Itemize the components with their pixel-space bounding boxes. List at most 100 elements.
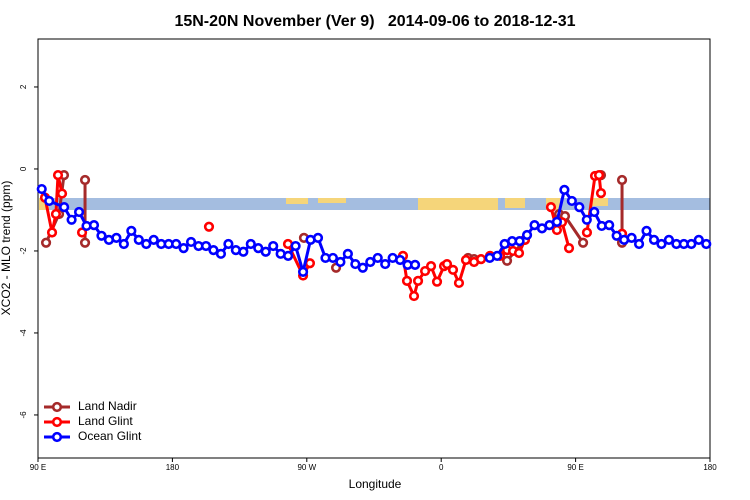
data-point: [501, 255, 513, 266]
data-point: [663, 234, 675, 245]
land-strip: [286, 198, 308, 204]
data-point: [46, 227, 58, 238]
data-point: [648, 234, 660, 245]
data-point: [56, 188, 68, 199]
data-point: [611, 230, 622, 241]
legend-label: Land Nadir: [78, 399, 137, 413]
y-tick-label: -4: [19, 329, 28, 337]
data-point: [268, 240, 279, 252]
data-point: [447, 264, 459, 275]
data-point: [297, 266, 309, 277]
data-point: [36, 183, 47, 195]
data-point: [141, 238, 152, 250]
data-point: [513, 247, 525, 259]
data-point: [79, 174, 91, 186]
data-point: [372, 252, 383, 264]
data-point: [453, 277, 465, 289]
data-point: [208, 245, 219, 256]
data-point: [171, 238, 182, 250]
data-point: [312, 232, 324, 243]
data-point: [701, 238, 712, 250]
data-point: [66, 214, 77, 225]
data-point: [514, 236, 525, 247]
data-point: [581, 214, 592, 225]
data-point: [626, 232, 637, 243]
data-point: [52, 170, 64, 181]
data-point: [185, 236, 197, 248]
series: [39, 170, 628, 302]
data-point: [200, 240, 212, 252]
data-point: [327, 252, 339, 264]
data-point: [593, 170, 605, 181]
data-point: [73, 206, 85, 218]
y-tick-label: -2: [19, 247, 28, 255]
data-point: [408, 290, 420, 302]
map-strip: [39, 198, 710, 210]
data-point: [401, 275, 413, 286]
data-point: [335, 256, 346, 268]
data-point: [616, 174, 628, 186]
y-tick-label: 2: [19, 84, 28, 89]
data-point: [133, 234, 144, 245]
data-point: [342, 248, 353, 259]
land-strip: [590, 198, 608, 206]
data-point: [118, 238, 129, 250]
data-point: [223, 238, 234, 250]
data-point: [686, 238, 697, 250]
land-strip: [318, 198, 346, 203]
series-line: [44, 174, 624, 262]
data-point: [460, 254, 472, 266]
data-point: [412, 275, 424, 286]
plot-frame: [37, 38, 711, 459]
data-point: [96, 230, 107, 241]
data-point: [595, 188, 607, 199]
legend-label: Ocean Glint: [78, 429, 142, 443]
data-point: [260, 246, 271, 257]
data-point: [290, 240, 301, 252]
x-axis-label: Longitude: [349, 477, 402, 491]
data-point: [475, 254, 487, 265]
data-point: [492, 250, 503, 261]
y-tick-label: -6: [19, 411, 28, 419]
data-point: [238, 246, 249, 257]
x-tick-label: 180: [703, 463, 717, 472]
data-point: [178, 242, 189, 254]
legend-marker: [51, 401, 63, 413]
data-point: [44, 195, 55, 207]
data-point: [551, 224, 563, 236]
data-point: [566, 195, 577, 207]
series: [36, 183, 712, 277]
data-point: [633, 238, 645, 250]
ocean-strip: [39, 198, 710, 210]
data-point: [409, 259, 421, 270]
y-axis-label: XCO2 - MLO trend (ppm): [0, 181, 13, 316]
data-point: [203, 221, 215, 232]
land-strip: [505, 198, 525, 208]
data-point: [604, 220, 615, 231]
data-point: [693, 234, 704, 245]
data-point: [50, 208, 62, 220]
data-point: [581, 227, 593, 238]
land-strip: [39, 198, 49, 210]
x-tick-label: 0: [439, 463, 444, 472]
data-point: [431, 276, 443, 287]
data-point: [253, 242, 264, 254]
data-point: [59, 201, 70, 213]
y-tick-label: 0: [19, 166, 28, 171]
legend-label: Land Glint: [78, 414, 133, 428]
x-tick-label: 90 E: [567, 463, 583, 472]
data-point: [551, 216, 563, 227]
data-point: [441, 258, 453, 270]
chart-title: 15N-20N November (Ver 9) 2014-09-06 to 2…: [174, 13, 575, 30]
data-point: [350, 258, 361, 270]
data-point: [380, 258, 391, 270]
x-tick-label: 180: [166, 463, 180, 472]
data-point: [395, 254, 406, 266]
data-point: [425, 261, 437, 272]
land-strip: [418, 198, 498, 210]
x-tick-label: 90 W: [297, 463, 316, 472]
data-point: [357, 262, 368, 273]
data-point: [148, 234, 159, 245]
